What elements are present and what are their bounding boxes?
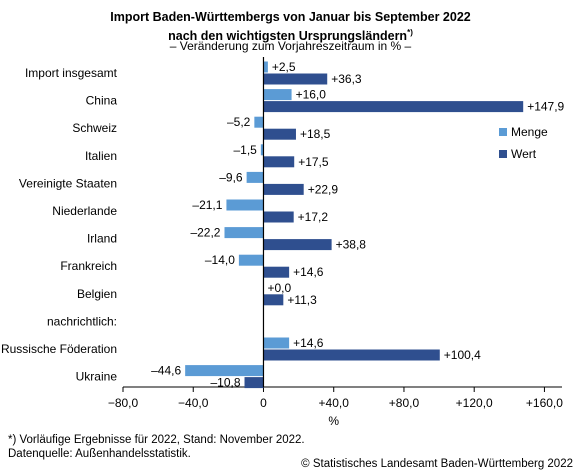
category-label: nachrichtlich:	[47, 314, 117, 328]
title-footnote-mark: *)	[407, 28, 413, 37]
bar-menge	[238, 254, 264, 266]
data-label: +18,5	[300, 127, 331, 141]
data-label: –44,6	[151, 364, 181, 378]
legend-label: Menge	[511, 125, 548, 139]
chart-title-line2: nach den wichtigsten Ursprungsländern*)	[0, 25, 581, 44]
data-label: –5,2	[227, 115, 251, 129]
category-label: Schweiz	[72, 121, 117, 135]
data-label: +147,9	[527, 100, 564, 114]
x-tick-label: +120,0	[456, 396, 493, 410]
category-label: China	[86, 94, 118, 108]
bar-menge	[263, 61, 268, 73]
bar-menge	[226, 199, 264, 211]
bar-wert	[244, 377, 264, 389]
bar-menge	[260, 144, 264, 156]
x-tick-label: +40,0	[319, 396, 350, 410]
data-label: +0,0	[267, 281, 291, 295]
footnote-source: Datenquelle: Außenhandelsstatistik.	[8, 448, 191, 460]
data-label: +17,5	[298, 155, 329, 169]
data-label: –22,2	[190, 226, 220, 240]
bar-wert	[263, 101, 524, 113]
data-label: +36,3	[331, 72, 362, 86]
x-tick-label: −40,0	[178, 396, 209, 410]
x-tick-label: +160,0	[526, 396, 563, 410]
chart-title: Import Baden-Württembergs von Januar bis…	[0, 10, 581, 25]
category-label: Vereinigte Staaten	[19, 176, 117, 190]
bar-menge	[263, 337, 290, 349]
data-label: +100,4	[444, 348, 481, 362]
bar-menge	[254, 116, 264, 128]
legend-swatch-wert	[499, 150, 507, 158]
bar-wert	[263, 156, 295, 168]
chart-subtitle: – Veränderung zum Vorjahreszeitraum in %…	[169, 39, 412, 53]
data-label: –21,1	[192, 198, 222, 212]
data-label: +14,6	[293, 265, 324, 279]
data-label: +38,8	[336, 238, 367, 252]
x-axis-label: %	[328, 414, 339, 428]
bar-wert	[263, 349, 440, 361]
data-label: +11,3	[287, 293, 317, 307]
x-tick-label: 0	[260, 396, 267, 410]
data-label: +22,9	[308, 182, 339, 196]
bar-wert	[263, 211, 294, 223]
category-label: Belgien	[77, 287, 117, 301]
bar-menge	[246, 171, 264, 183]
category-label: Niederlande	[52, 204, 117, 218]
legend-swatch-menge	[499, 128, 507, 136]
data-label: +16,0	[296, 88, 327, 102]
category-label: Ukraine	[76, 370, 118, 384]
bar-menge	[185, 365, 264, 377]
title-line-2: nach den wichtigsten Ursprungsländern	[168, 29, 408, 44]
data-label: –1,5	[233, 143, 257, 157]
bar-menge	[263, 89, 292, 101]
category-label: Italien	[85, 149, 117, 163]
legend-label: Wert	[511, 147, 537, 161]
category-label: Import insgesamt	[25, 66, 118, 80]
bar-wert	[263, 183, 304, 195]
bar-chart: −80,0 −40,0 0 +40,0 +80,0 +120,0 +160,0% Import…	[1, 57, 565, 428]
data-label: –14,0	[205, 253, 235, 267]
bar-wert	[263, 128, 296, 140]
x-tick-label: +80,0	[389, 396, 420, 410]
data-label: +14,6	[293, 336, 324, 350]
copyright: © Statistisches Landesamt Baden-Württemb…	[301, 458, 573, 470]
bar-wert	[263, 294, 284, 306]
bar-wert	[263, 73, 328, 85]
title-line-1: Import Baden-Württembergs von Januar bis…	[110, 10, 471, 24]
category-label: Irland	[87, 232, 117, 246]
bar-menge	[224, 227, 264, 239]
category-label: Russische Föderation	[1, 342, 117, 356]
bar-wert	[263, 266, 290, 278]
data-label: +17,2	[298, 210, 329, 224]
x-tick-label: −80,0	[108, 396, 139, 410]
footnote-preliminary: *) Vorläufige Ergebnisse für 2022, Stand…	[8, 434, 305, 446]
data-label: –9,6	[219, 170, 243, 184]
category-label: Frankreich	[60, 259, 117, 273]
data-label: +2,5	[272, 60, 296, 74]
bar-wert	[263, 239, 332, 251]
data-label: –10,8	[210, 376, 240, 390]
